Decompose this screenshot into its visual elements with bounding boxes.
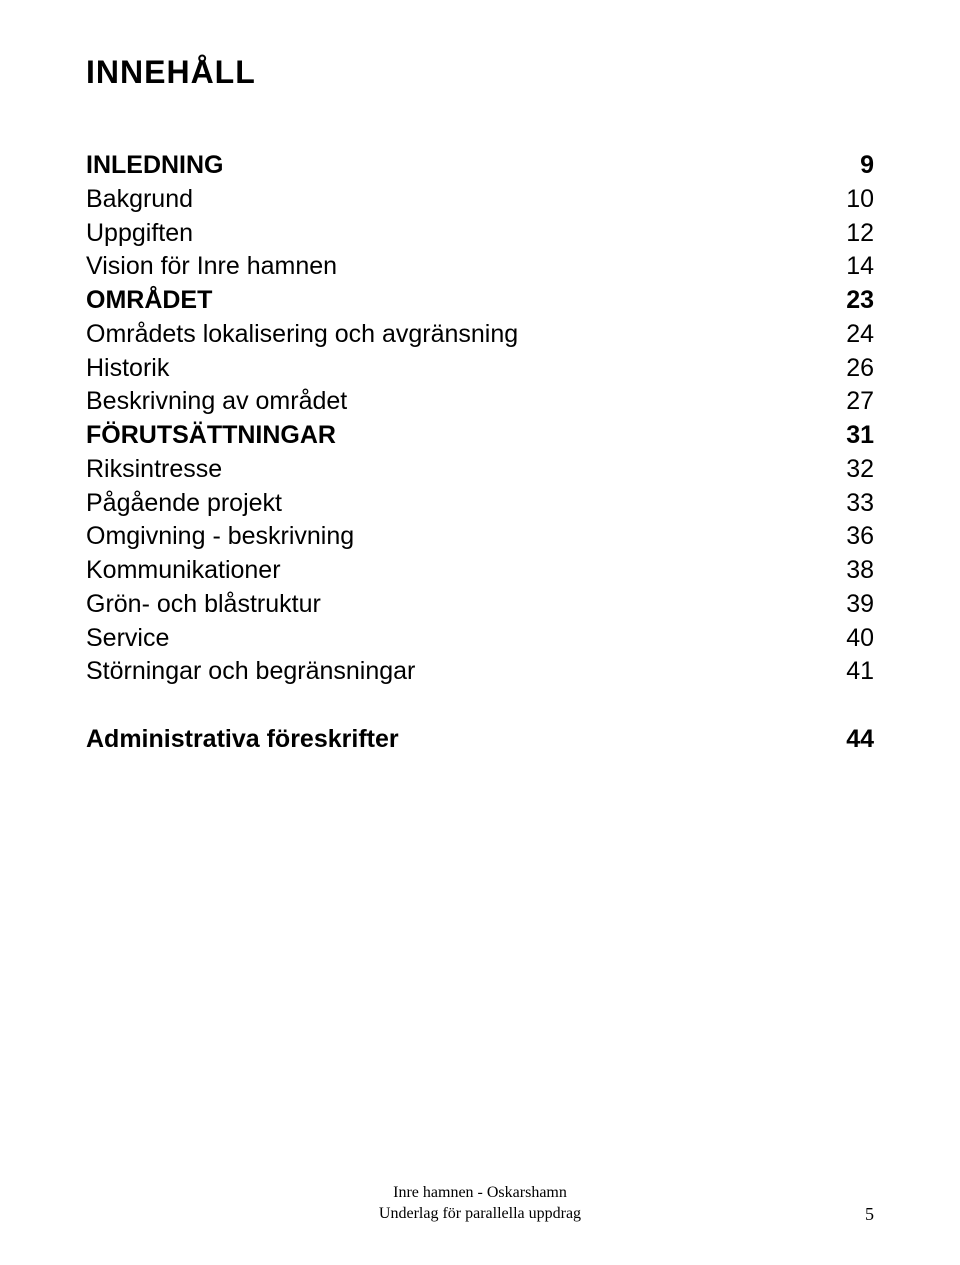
toc-row: Bakgrund10 (86, 183, 874, 217)
footer-line-2: Underlag för parallella uppdrag (0, 1203, 960, 1225)
toc-label: Omgivning - beskrivning (86, 520, 826, 554)
toc-page: 38 (826, 554, 874, 588)
toc-page: 41 (826, 655, 874, 689)
toc-row: Uppgiften12 (86, 217, 874, 251)
toc-label: Service (86, 622, 826, 656)
toc-row: OMRÅDET23 (86, 284, 874, 318)
toc-row: Omgivning - beskrivning36 (86, 520, 874, 554)
toc-page: 27 (826, 385, 874, 419)
toc-label: OMRÅDET (86, 284, 826, 318)
toc-label: Vision för Inre hamnen (86, 250, 826, 284)
toc-label: Administrativa föreskrifter (86, 723, 826, 757)
toc-page: 39 (826, 588, 874, 622)
toc-label: Uppgiften (86, 217, 826, 251)
toc-label: Områdets lokalisering och avgränsning (86, 318, 826, 352)
toc-row: Störningar och begränsningar41 (86, 655, 874, 689)
page-number: 5 (865, 1204, 874, 1225)
toc-label: INLEDNING (86, 149, 826, 183)
toc-page: 14 (826, 250, 874, 284)
toc-label: FÖRUTSÄTTNINGAR (86, 419, 826, 453)
toc-label: Pågående projekt (86, 487, 826, 521)
toc-label: Beskrivning av området (86, 385, 826, 419)
toc-page: 23 (826, 284, 874, 318)
toc-label: Grön- och blåstruktur (86, 588, 826, 622)
toc-row: Kommunikationer38 (86, 554, 874, 588)
page-footer: Inre hamnen - Oskarshamn Underlag för pa… (0, 1182, 960, 1225)
toc-row: Beskrivning av området27 (86, 385, 874, 419)
toc-row: Historik26 (86, 352, 874, 386)
toc-page: 31 (826, 419, 874, 453)
toc-row: Vision för Inre hamnen14 (86, 250, 874, 284)
footer-line-1: Inre hamnen - Oskarshamn (0, 1182, 960, 1204)
toc-page: 9 (826, 149, 874, 183)
toc-label: Historik (86, 352, 826, 386)
toc-label: Störningar och begränsningar (86, 655, 826, 689)
toc-page: 26 (826, 352, 874, 386)
toc-page: 32 (826, 453, 874, 487)
toc-row: Riksintresse32 (86, 453, 874, 487)
toc-page: 12 (826, 217, 874, 251)
toc-row: Grön- och blåstruktur39 (86, 588, 874, 622)
table-of-contents-tail: Administrativa föreskrifter44 (86, 723, 874, 757)
toc-page: 36 (826, 520, 874, 554)
toc-row: INLEDNING9 (86, 149, 874, 183)
toc-page: 10 (826, 183, 874, 217)
toc-page: 44 (826, 723, 874, 757)
toc-label: Kommunikationer (86, 554, 826, 588)
toc-label: Bakgrund (86, 183, 826, 217)
toc-label: Riksintresse (86, 453, 826, 487)
toc-row: Administrativa föreskrifter44 (86, 723, 874, 757)
page-title: INNEHÅLL (86, 54, 874, 91)
table-of-contents: INLEDNING9Bakgrund10Uppgiften12Vision fö… (86, 149, 874, 689)
toc-row: Pågående projekt33 (86, 487, 874, 521)
toc-row: Service40 (86, 622, 874, 656)
toc-gap (86, 689, 874, 723)
toc-page: 33 (826, 487, 874, 521)
toc-row: Områdets lokalisering och avgränsning24 (86, 318, 874, 352)
toc-page: 24 (826, 318, 874, 352)
toc-page: 40 (826, 622, 874, 656)
toc-row: FÖRUTSÄTTNINGAR31 (86, 419, 874, 453)
